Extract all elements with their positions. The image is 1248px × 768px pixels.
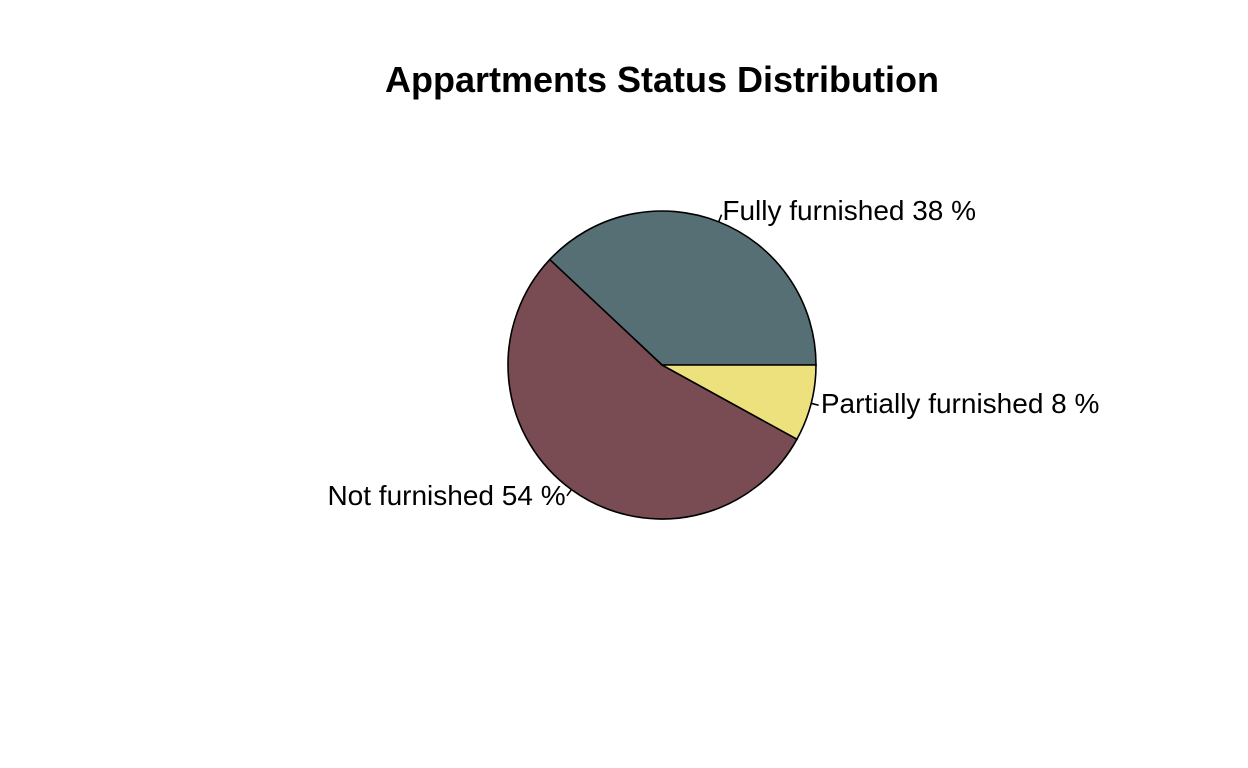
leader-line-partially-furnished (810, 402, 819, 406)
pie-slice-labels: Fully furnished 38 % Not furnished 54 % Pa… (327, 195, 1099, 511)
pie-leader-lines (566, 214, 819, 497)
pie-slices (507, 210, 817, 520)
slice-label-partially-furnished: Partially furnished 8 % (821, 388, 1100, 419)
pie-slice-fully-furnished (548, 210, 817, 366)
pie-slice-not-furnished (507, 258, 799, 520)
leader-line-fully-furnished (717, 214, 723, 223)
slice-label-fully-furnished: Fully furnished 38 % (722, 195, 976, 226)
chart-title: Appartments Status Distribution (385, 59, 939, 100)
slice-label-not-furnished: Not furnished 54 % (327, 480, 565, 511)
pie-slice-partially-furnished (661, 364, 817, 441)
leader-line-not-furnished (566, 489, 573, 497)
